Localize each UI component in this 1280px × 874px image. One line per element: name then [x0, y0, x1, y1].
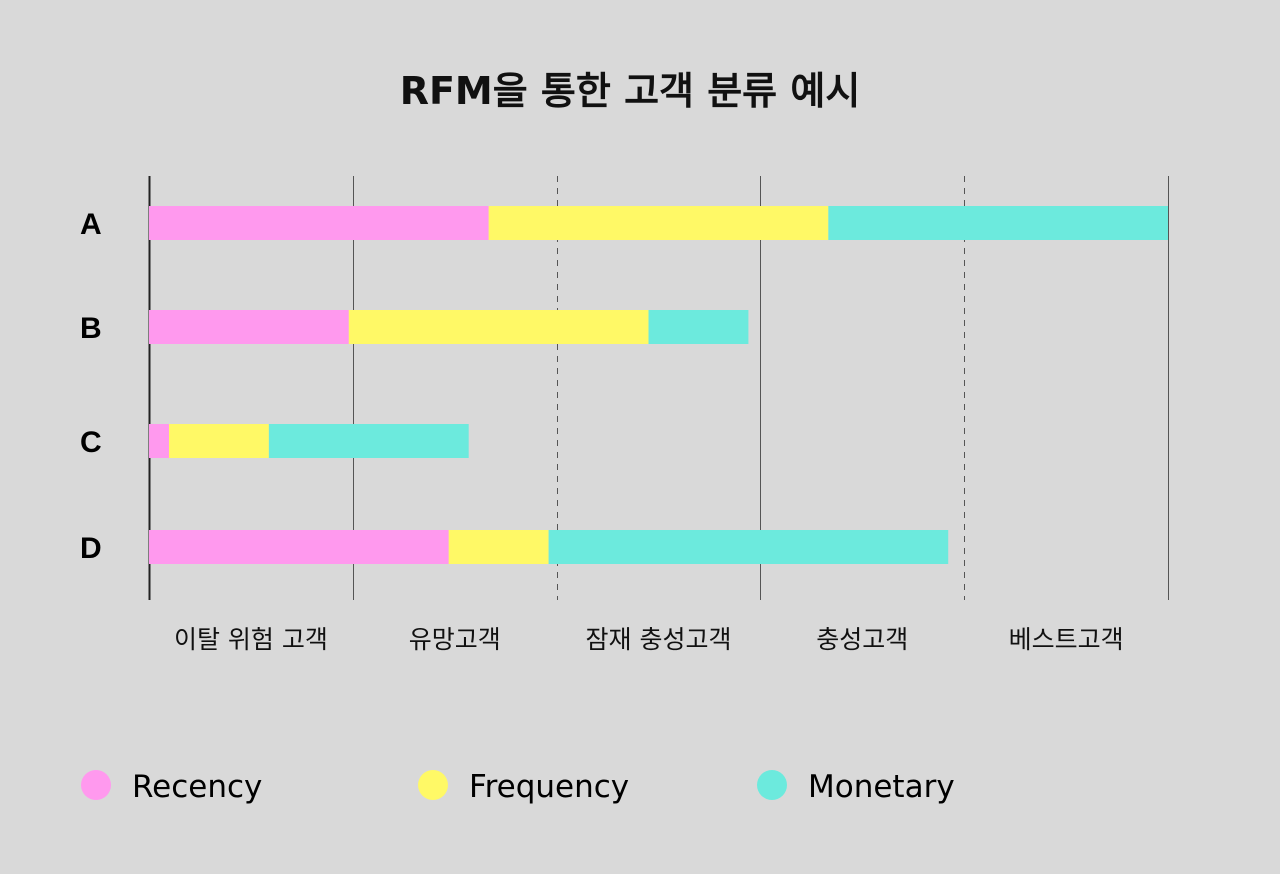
bar-d-frequency	[448, 530, 549, 564]
segment-labels: 이탈 위험 고객 유망고객 잠재 충성고객 충성고객 베스트고객	[174, 625, 1124, 654]
grid-lines	[148, 176, 1169, 600]
row-labels: A B C D	[80, 208, 102, 565]
segment-label-3: 충성고객	[816, 625, 908, 654]
chart-title: RFM을 통한 고객 분류 예시	[400, 69, 861, 113]
legend-swatch-monetary	[757, 770, 787, 800]
legend-swatch-frequency	[418, 770, 448, 800]
segment-label-1: 유망고객	[409, 625, 501, 654]
bars	[149, 206, 1168, 564]
bar-b-recency	[149, 310, 349, 344]
bar-b-frequency	[348, 310, 649, 344]
segment-label-4: 베스트고객	[1009, 625, 1124, 654]
bar-d-monetary	[548, 530, 949, 564]
bar-a-frequency	[488, 206, 829, 240]
bar-d-recency	[149, 530, 449, 564]
legend-swatch-recency	[81, 770, 111, 800]
segment-label-0: 이탈 위험 고객	[174, 625, 328, 654]
bar-b-monetary	[648, 310, 749, 344]
legend-label-frequency: Frequency	[469, 769, 629, 805]
bar-a-monetary	[828, 206, 1168, 240]
legend-label-monetary: Monetary	[808, 769, 955, 805]
row-label-b: B	[80, 312, 102, 345]
segment-label-2: 잠재 충성고객	[586, 625, 732, 654]
bar-c-monetary	[268, 424, 469, 458]
bar-c-frequency	[168, 424, 269, 458]
legend-label-recency: Recency	[132, 769, 262, 805]
row-label-c: C	[80, 426, 102, 459]
legend: Recency Frequency Monetary	[81, 769, 955, 805]
row-label-d: D	[80, 532, 102, 565]
row-label-a: A	[80, 208, 102, 241]
bar-c-recency	[149, 424, 169, 458]
bar-a-recency	[149, 206, 489, 240]
